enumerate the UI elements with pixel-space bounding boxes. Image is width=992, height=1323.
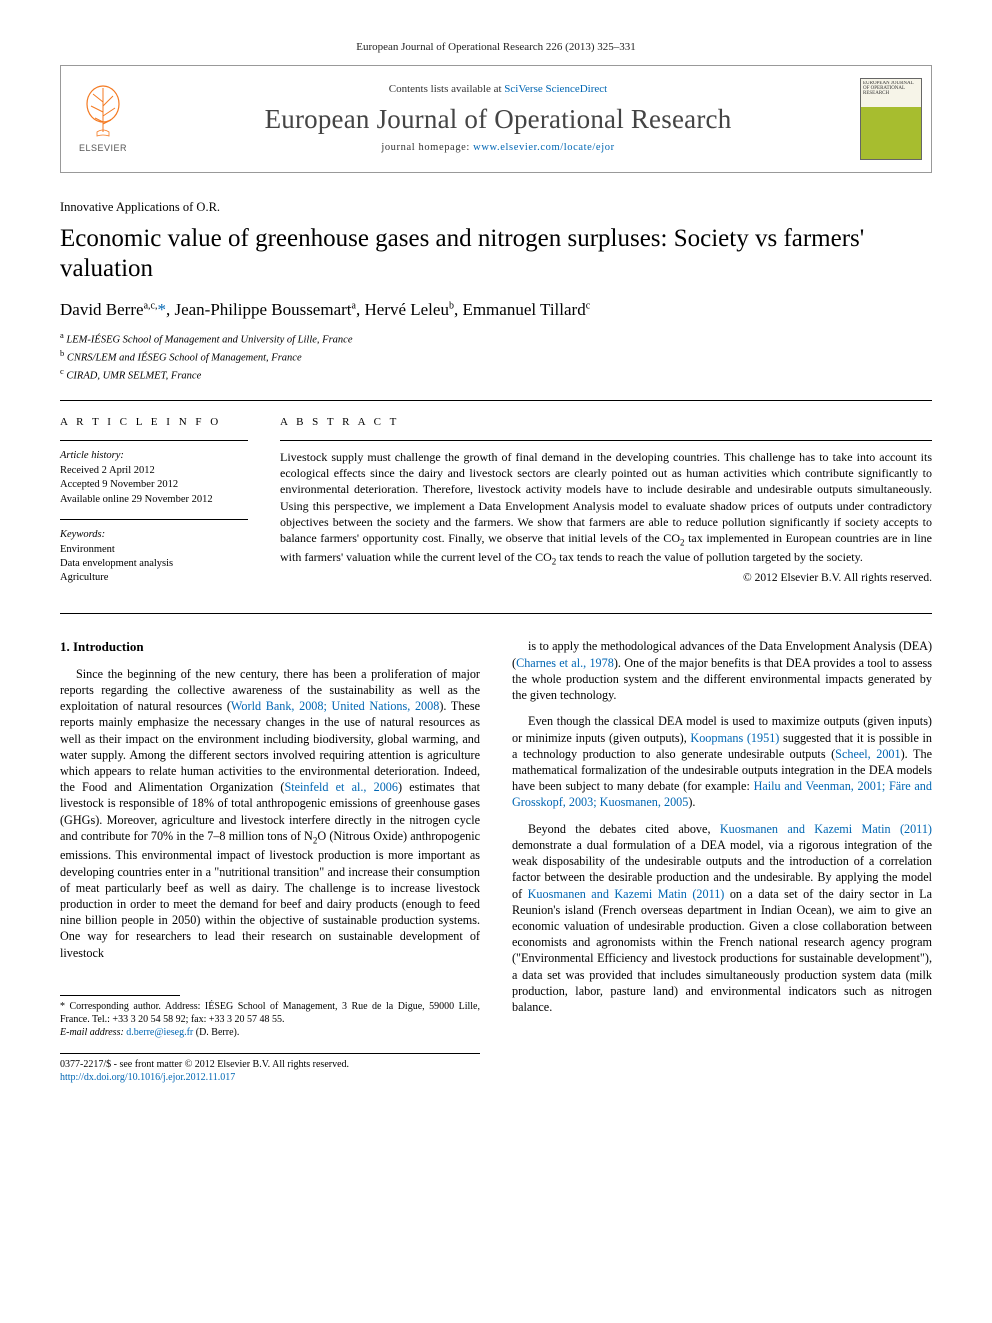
abstract-copyright: © 2012 Elsevier B.V. All rights reserved…	[280, 571, 932, 587]
keywords-block: Keywords: EnvironmentData envelopment an…	[60, 528, 248, 586]
doi-link[interactable]: http://dx.doi.org/10.1016/j.ejor.2012.11…	[60, 1072, 235, 1083]
body-two-columns: 1. Introduction Since the beginning of t…	[60, 638, 932, 1083]
ref-link[interactable]: Scheel, 2001	[835, 747, 900, 761]
abstract-column: A B S T R A C T Livestock supply must ch…	[280, 415, 932, 597]
ref-link[interactable]: Koopmans (1951)	[690, 731, 779, 745]
info-rule-2	[60, 519, 248, 520]
ref-link[interactable]: Hailu and Veenman, 2001; Färe and Grossk…	[512, 779, 932, 809]
body-column-right: is to apply the methodological advances …	[512, 638, 932, 1083]
affiliation-list: a LEM-IÉSEG School of Management and Uni…	[60, 330, 932, 385]
contents-available-line: Contents lists available at SciVerse Sci…	[389, 82, 607, 97]
keyword-item: Data envelopment analysis	[60, 557, 248, 571]
journal-title: European Journal of Operational Research	[265, 101, 732, 137]
journal-banner: ELSEVIER Contents lists available at Sci…	[60, 65, 932, 173]
journal-homepage-link[interactable]: www.elsevier.com/locate/ejor	[473, 142, 615, 153]
ref-link[interactable]: Charnes et al., 1978	[516, 656, 614, 670]
elsevier-tree-icon	[79, 82, 127, 140]
journal-homepage-line: journal homepage: www.elsevier.com/locat…	[381, 141, 614, 155]
history-line: Available online 29 November 2012	[60, 493, 248, 507]
article-info-heading: A R T I C L E I N F O	[60, 415, 248, 430]
ref-link[interactable]: Kuosmanen and Kazemi Matin (2011)	[720, 822, 932, 836]
journal-cover-area: EUROPEAN JOURNAL OF OPERATIONAL RESEARCH	[851, 66, 931, 172]
keyword-item: Agriculture	[60, 571, 248, 585]
affiliation-item: c CIRAD, UMR SELMET, France	[60, 366, 932, 384]
body-paragraph: Beyond the debates cited above, Kuosmane…	[512, 821, 932, 1016]
footnote-text: * Corresponding author. Address: IÉSEG S…	[60, 1001, 480, 1025]
publisher-logo-area: ELSEVIER	[61, 66, 145, 172]
keyword-item: Environment	[60, 543, 248, 557]
body-paragraph: Since the beginning of the new century, …	[60, 666, 480, 961]
ref-link[interactable]: Kuosmanen and Kazemi Matin (2011)	[528, 887, 725, 901]
info-rule	[60, 440, 248, 441]
history-line: Accepted 9 November 2012	[60, 478, 248, 492]
bottom-rule	[60, 1053, 480, 1054]
sciencedirect-link[interactable]: SciVerse ScienceDirect	[504, 83, 607, 95]
elsevier-wordmark: ELSEVIER	[79, 142, 127, 154]
ref-link[interactable]: Steinfeld et al., 2006	[284, 780, 398, 794]
abstract-text: Livestock supply must challenge the grow…	[280, 449, 932, 567]
body-paragraph: Even though the classical DEA model is u…	[512, 713, 932, 810]
section-1-heading: 1. Introduction	[60, 638, 480, 655]
elsevier-logo[interactable]: ELSEVIER	[69, 82, 137, 166]
front-matter-line: 0377-2217/$ - see front matter © 2012 El…	[60, 1059, 349, 1070]
corresponding-email-link[interactable]: d.berre@ieseg.fr	[126, 1027, 193, 1038]
article-section-label: Innovative Applications of O.R.	[60, 199, 932, 216]
homepage-prefix: journal homepage:	[381, 142, 473, 153]
email-suffix: (D. Berre).	[196, 1027, 240, 1038]
body-paragraph: is to apply the methodological advances …	[512, 638, 932, 703]
keywords-label: Keywords:	[60, 528, 248, 542]
article-title: Economic value of greenhouse gases and n…	[60, 224, 932, 285]
history-line: Received 2 April 2012	[60, 464, 248, 478]
email-label: E-mail address:	[60, 1027, 124, 1038]
cover-title-text: EUROPEAN JOURNAL OF OPERATIONAL RESEARCH	[863, 81, 919, 108]
author-list: David Berrea,c,*, Jean-Philippe Boussema…	[60, 299, 932, 322]
corresponding-link[interactable]: *	[157, 300, 166, 319]
banner-center: Contents lists available at SciVerse Sci…	[145, 66, 851, 172]
footnote-separator	[60, 995, 180, 996]
abstract-heading: A B S T R A C T	[280, 415, 932, 430]
article-history-block: Article history: Received 2 April 2012Ac…	[60, 449, 248, 507]
contents-prefix: Contents lists available at	[389, 83, 504, 95]
corresponding-footnote: * Corresponding author. Address: IÉSEG S…	[60, 1000, 480, 1039]
ref-link[interactable]: World Bank, 2008; United Nations, 2008	[231, 699, 439, 713]
journal-cover-thumbnail[interactable]: EUROPEAN JOURNAL OF OPERATIONAL RESEARCH	[860, 78, 922, 160]
article-info-column: A R T I C L E I N F O Article history: R…	[60, 415, 248, 597]
front-matter-info: 0377-2217/$ - see front matter © 2012 El…	[60, 1058, 480, 1084]
rule-bottom	[60, 613, 932, 614]
affiliation-item: a LEM-IÉSEG School of Management and Uni…	[60, 330, 932, 348]
info-abstract-row: A R T I C L E I N F O Article history: R…	[60, 401, 932, 613]
header-citation: European Journal of Operational Research…	[60, 40, 932, 55]
affiliation-item: b CNRS/LEM and IÉSEG School of Managemen…	[60, 348, 932, 366]
body-column-left: 1. Introduction Since the beginning of t…	[60, 638, 480, 1083]
abstract-rule	[280, 440, 932, 441]
history-label: Article history:	[60, 449, 248, 463]
